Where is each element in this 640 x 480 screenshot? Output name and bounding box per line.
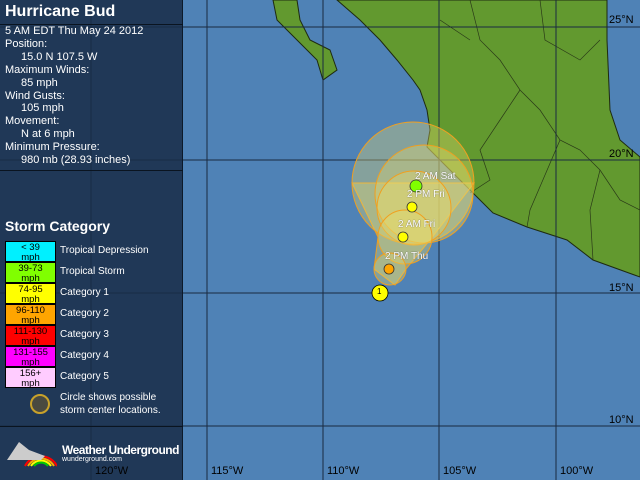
forecast-label: 2 AM Sat bbox=[415, 171, 456, 182]
forecast-point-thu bbox=[383, 263, 395, 275]
land-mainland bbox=[336, 0, 640, 278]
legend-item: 74-95 mph Category 1 bbox=[5, 283, 191, 304]
storm-name: Hurricane Bud bbox=[5, 3, 116, 20]
forecast-label: 2 PM Fri bbox=[407, 189, 445, 200]
pressure-value: 980 mb (28.93 inches) bbox=[21, 154, 131, 167]
lon-label: 100°W bbox=[560, 465, 594, 477]
max-winds-value: 85 mph bbox=[21, 76, 58, 89]
legend-item: 96-110 mph Category 2 bbox=[5, 304, 191, 325]
gusts-label: Wind Gusts: bbox=[5, 89, 65, 102]
legend-item: 156+ mph Category 5 bbox=[5, 367, 191, 388]
lat-label: 10°N bbox=[609, 414, 634, 426]
lon-label: 110°W bbox=[327, 465, 360, 477]
storm-info: 5 AM EDT Thu May 24 2012 Position: 15.0 … bbox=[5, 25, 143, 167]
gusts-value: 105 mph bbox=[21, 102, 64, 115]
storm-icons bbox=[371, 179, 423, 302]
circle-icon bbox=[30, 394, 50, 414]
movement-value: N at 6 mph bbox=[21, 128, 75, 141]
lat-label: 20°N bbox=[609, 148, 634, 160]
position-value: 15.0 N 107.5 W bbox=[21, 50, 98, 63]
category-swatch: 111-130 mph bbox=[5, 325, 56, 346]
lat-label: 25°N bbox=[609, 14, 634, 26]
forecast-point-amfri bbox=[397, 231, 409, 243]
circle-note: Circle shows possible storm center locati… bbox=[60, 392, 161, 416]
category-swatch: 131-155 mph bbox=[5, 346, 56, 367]
legend-item: 39-73 mph Tropical Storm bbox=[5, 262, 191, 283]
category-swatch: 156+ mph bbox=[5, 367, 56, 388]
legend-title: Storm Category bbox=[5, 218, 111, 234]
pressure-label: Minimum Pressure: bbox=[5, 141, 100, 154]
category-label: Category 4 bbox=[60, 350, 109, 361]
forecast-label: 2 AM Fri bbox=[398, 219, 436, 230]
lon-label: 115°W bbox=[211, 465, 244, 477]
category-label: Category 1 bbox=[60, 287, 109, 298]
lon-label: 120°W bbox=[95, 465, 129, 477]
brand-site: wunderground.com bbox=[62, 456, 122, 463]
category-swatch: 96-110 mph bbox=[5, 304, 56, 325]
state-borders bbox=[439, 0, 640, 261]
info-panel: Hurricane Bud 5 AM EDT Thu May 24 2012 P… bbox=[0, 0, 183, 480]
movement-label: Movement: bbox=[5, 115, 60, 128]
lon-label: 105°W bbox=[443, 465, 477, 477]
current-position-icon bbox=[371, 284, 389, 302]
category-swatch: 74-95 mph bbox=[5, 283, 56, 304]
legend-item: < 39 mph Tropical Depression bbox=[5, 241, 191, 262]
category-swatch: 39-73 mph bbox=[5, 262, 56, 283]
legend-item: 131-155 mph Category 4 bbox=[5, 346, 191, 367]
category-label: Tropical Depression bbox=[60, 245, 149, 256]
current-category: 1 bbox=[377, 287, 382, 296]
weather-underground-logo-icon bbox=[7, 442, 57, 467]
category-label: Tropical Storm bbox=[60, 266, 125, 277]
category-label: Category 5 bbox=[60, 371, 109, 382]
legend-item: 111-130 mph Category 3 bbox=[5, 325, 191, 346]
category-swatch: < 39 mph bbox=[5, 241, 56, 262]
category-label: Category 3 bbox=[60, 329, 109, 340]
category-label: Category 2 bbox=[60, 308, 109, 319]
forecast-point-pmfri bbox=[406, 201, 418, 213]
brand-name: Weather Underground bbox=[62, 443, 179, 457]
land-baja bbox=[272, 0, 338, 81]
advisory-time: 5 AM EDT Thu May 24 2012 bbox=[5, 25, 144, 37]
position-label: Position: bbox=[5, 37, 48, 50]
forecast-point-sat bbox=[409, 179, 423, 193]
lat-label: 15°N bbox=[609, 282, 634, 294]
max-winds-label: Maximum Winds: bbox=[5, 63, 90, 76]
forecast-label: 2 PM Thu bbox=[385, 251, 429, 262]
